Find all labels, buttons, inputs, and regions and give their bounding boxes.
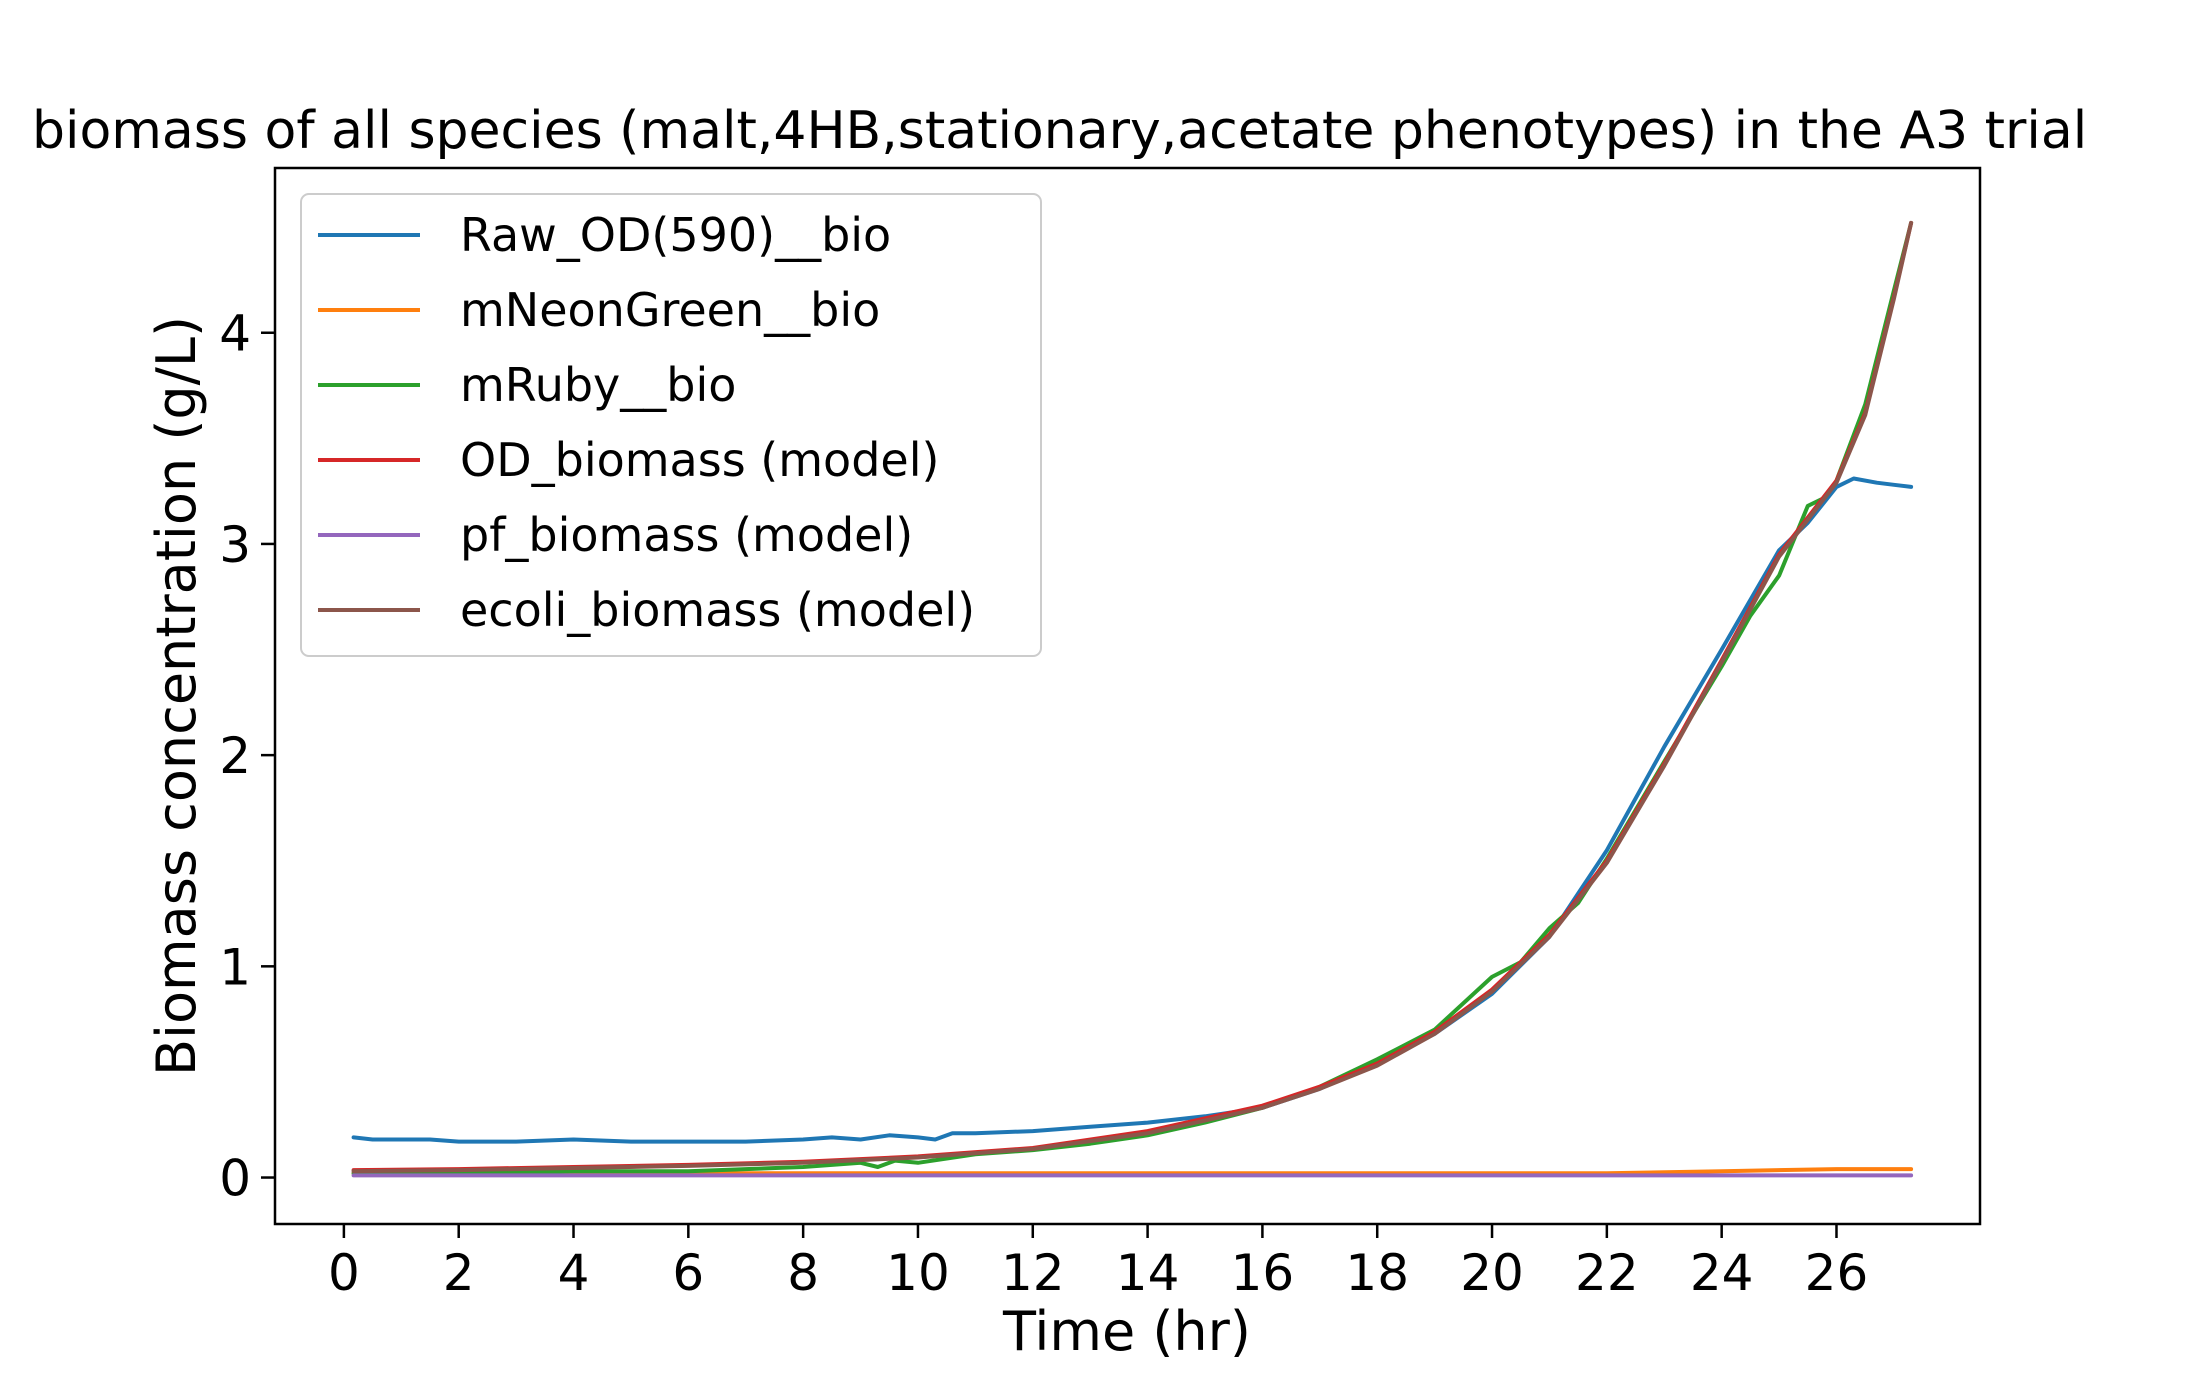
x-tick-label: 18 — [1345, 1244, 1409, 1302]
x-tick-label: 20 — [1460, 1244, 1524, 1302]
legend-label: mNeonGreen__bio — [460, 283, 880, 337]
x-tick-label: 22 — [1575, 1244, 1639, 1302]
plot-lines — [351, 220, 1914, 1178]
x-tick-label: 16 — [1231, 1244, 1295, 1302]
y-axis: 0 1 2 3 4 — [219, 305, 275, 1208]
legend-label: pf_biomass (model) — [460, 508, 913, 562]
y-tick-label: 0 — [219, 1150, 251, 1208]
x-tick-label: 8 — [787, 1244, 819, 1302]
x-tick-label: 12 — [1001, 1244, 1065, 1302]
legend-label: mRuby__bio — [460, 358, 736, 412]
y-tick-label: 2 — [219, 727, 251, 785]
plot-frame — [273, 166, 1982, 1226]
chart-title: biomass of all species (malt,4HB,station… — [32, 101, 2087, 161]
x-tick-label: 0 — [328, 1244, 360, 1302]
y-tick-label: 3 — [219, 516, 251, 574]
series-line-5 — [351, 220, 1914, 1174]
x-tick-label: 6 — [672, 1244, 704, 1302]
x-axis-label: Time (hr) — [1002, 1300, 1251, 1363]
legend-frame — [300, 193, 1042, 657]
legend-items: Raw_OD(590)__bio mNeonGreen__bio mRuby__bi… — [318, 208, 975, 637]
x-tick-label: 4 — [558, 1244, 590, 1302]
series-line-1 — [351, 1167, 1914, 1176]
y-tick-label: 4 — [219, 305, 251, 363]
legend: Raw_OD(590)__bio mNeonGreen__bio mRuby__bi… — [300, 193, 1042, 657]
x-tick-label: 24 — [1690, 1244, 1754, 1302]
legend-label: OD_biomass (model) — [460, 433, 939, 487]
y-axis-label: Biomass concentration (g/L) — [145, 316, 208, 1076]
series-line-0 — [351, 476, 1914, 1144]
x-tick-label: 14 — [1116, 1244, 1180, 1302]
legend-label: ecoli_biomass (model) — [460, 583, 975, 637]
x-axis: 0 2 4 6 8 10 12 14 16 18 20 22 24 26 — [328, 1224, 1868, 1302]
x-tick-label: 10 — [886, 1244, 950, 1302]
x-tick-label: 2 — [443, 1244, 475, 1302]
x-tick-label: 26 — [1805, 1244, 1869, 1302]
legend-label: Raw_OD(590)__bio — [460, 208, 891, 262]
y-tick-label: 1 — [219, 938, 251, 996]
